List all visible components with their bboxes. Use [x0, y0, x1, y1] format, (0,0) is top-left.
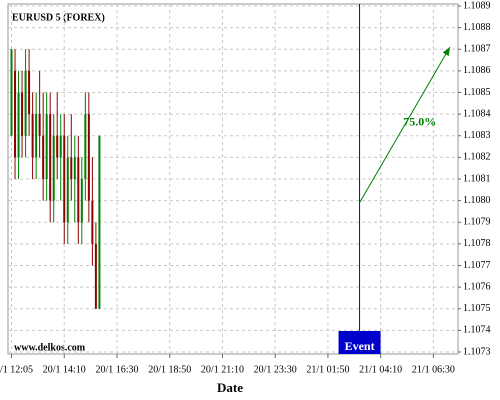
candle-body [49, 114, 52, 201]
y-tick-label: 1.1074 [463, 325, 491, 336]
x-axis-label: Date [217, 380, 243, 395]
candle-body [59, 135, 62, 158]
candle-body [14, 70, 17, 158]
y-tick-label: 1.1084 [463, 108, 491, 119]
candle-body [35, 114, 38, 158]
y-tick-label: 1.1075 [463, 303, 491, 314]
x-tick-label: 20/1 14:10 [43, 364, 86, 375]
forecast-arrow [359, 46, 451, 204]
y-tick-label: 1.1079 [463, 217, 491, 228]
x-tick-label: 20/1 12:05 [0, 364, 33, 375]
y-tick-label: 1.1083 [463, 130, 491, 141]
y-tick-label: 1.1088 [463, 22, 491, 33]
candle-body [91, 200, 94, 244]
arrow-head [442, 47, 450, 57]
y-tick-label: 1.1078 [463, 238, 491, 249]
event-box [338, 331, 381, 354]
y-tick-label: 1.1077 [463, 260, 491, 271]
x-tick-label: 21/1 01:50 [306, 364, 349, 375]
y-tick-label: 1.1087 [463, 44, 491, 55]
chart-title: EURUSD 5 (FOREX) [12, 12, 105, 23]
candle-body [52, 135, 55, 201]
candle-body [70, 157, 73, 179]
candle-body [80, 179, 83, 223]
y-tick-label: 1.1085 [463, 87, 491, 98]
candle-body [98, 135, 101, 309]
y-tick-label: 1.1073 [463, 346, 491, 357]
candle-body [17, 92, 20, 158]
candle-body [24, 70, 27, 136]
candle-body [84, 114, 87, 179]
candle-body [31, 114, 34, 158]
candle-body [38, 114, 41, 136]
candle-body [87, 114, 90, 201]
x-tick-label: 20/1 23:30 [254, 364, 297, 375]
candle-body [73, 157, 76, 179]
candle-body [56, 135, 59, 158]
y-tick-label: 1.1082 [463, 152, 491, 163]
candle-body [63, 135, 66, 223]
candle-body [94, 243, 97, 309]
y-tick-label: 1.1081 [463, 173, 491, 184]
candle-body [66, 157, 69, 223]
x-tick-label: 20/1 21:10 [201, 364, 244, 375]
y-tick-label: 1.1086 [463, 65, 491, 76]
x-tick-label: 21/1 06:30 [412, 364, 455, 375]
x-tick-label: 21/1 04:10 [359, 364, 402, 375]
candle-body [10, 49, 13, 136]
x-tick-label: 20/1 16:30 [95, 364, 138, 375]
event-label: Event [345, 339, 375, 353]
candle-body [21, 92, 24, 136]
y-tick-label: 1.1076 [463, 281, 491, 292]
y-tick-label: 1.1080 [463, 195, 491, 206]
y-tick-label: 1.1089 [463, 0, 491, 11]
source: www.delkos.com [14, 342, 86, 353]
candle-body [45, 114, 48, 179]
forecast-label: 75.0% [403, 115, 436, 129]
candle-body [42, 135, 45, 179]
candle-body [28, 70, 31, 115]
candle-body [77, 157, 80, 223]
x-tick-label: 20/1 18:50 [148, 364, 191, 375]
